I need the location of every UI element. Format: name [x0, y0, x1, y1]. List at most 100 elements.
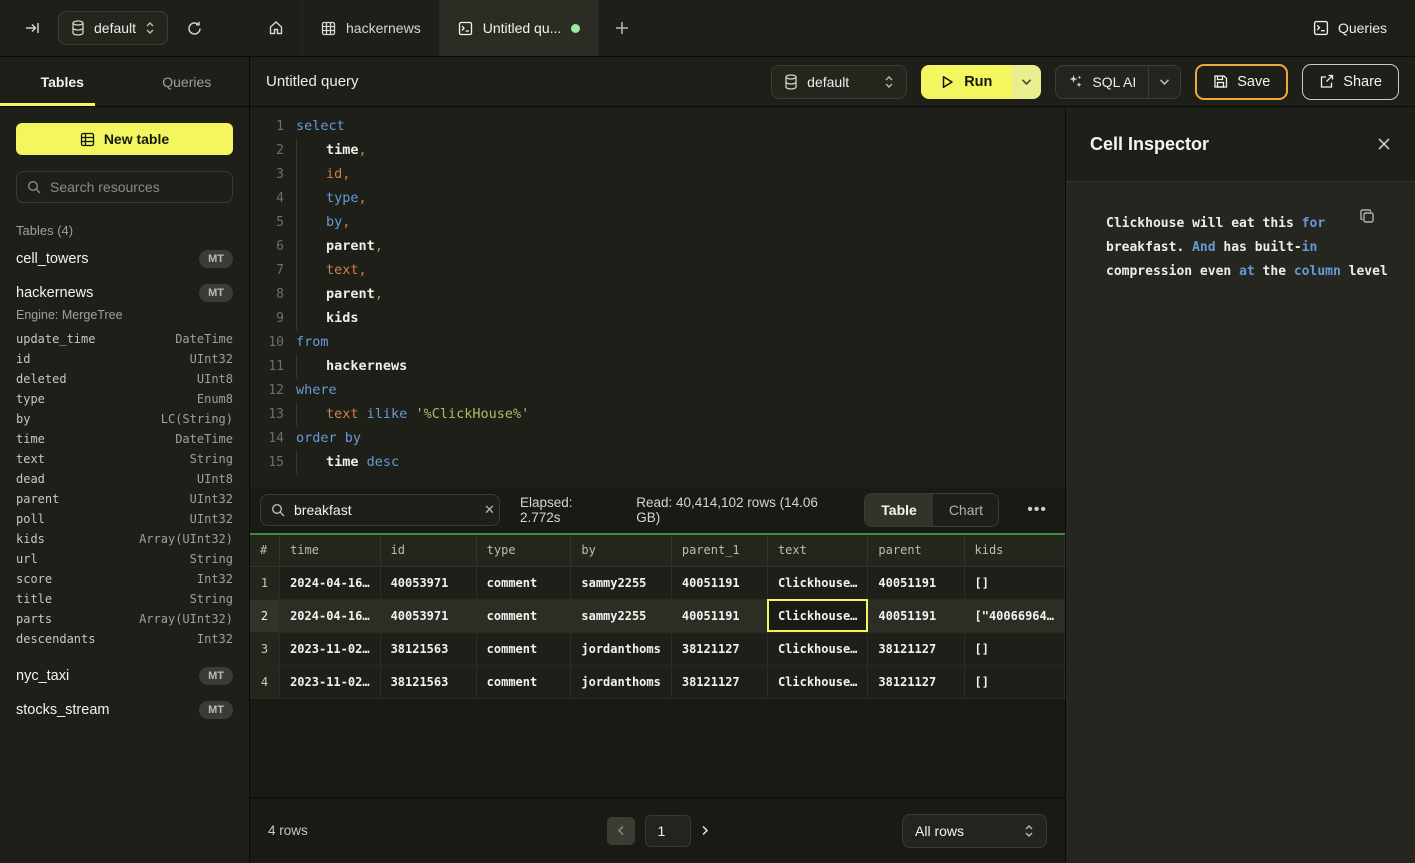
table-cell[interactable]: 38121127	[867, 632, 965, 666]
search-icon	[27, 180, 41, 194]
close-inspector-button[interactable]	[1377, 137, 1391, 151]
sql-editor[interactable]: 1 select 2 time, 3 id, 4 type, 5 by, 6 parent, 7 text…	[250, 107, 1065, 487]
column-header[interactable]: id	[380, 535, 477, 567]
view-table-button[interactable]: Table	[865, 494, 933, 526]
save-button[interactable]: Save	[1195, 63, 1289, 100]
results-more-button[interactable]: •••	[1019, 501, 1055, 519]
toolbar-database-select[interactable]: default	[771, 64, 908, 99]
table-cell[interactable]: 40051191	[671, 566, 768, 600]
table-cell[interactable]: 40053971	[380, 566, 477, 600]
table-cell[interactable]: 40051191	[671, 599, 768, 633]
column-header[interactable]: type	[476, 535, 572, 567]
sidebar-item-cell-towers[interactable]: cell_towers MT	[16, 242, 233, 276]
table-cell[interactable]: 40051191	[867, 566, 965, 600]
tab-hackernews[interactable]: hackernews	[303, 0, 440, 56]
view-chart-label: Chart	[948, 502, 984, 518]
table-name: hackernews	[16, 285, 94, 301]
sidebar-search[interactable]	[16, 171, 233, 203]
share-label: Share	[1343, 73, 1382, 90]
column-type: DateTime	[175, 332, 233, 346]
table-cell[interactable]: Clickhouse…	[767, 665, 869, 699]
table-cell[interactable]: 2024-04-16…	[279, 599, 381, 633]
table-cell[interactable]: []	[964, 665, 1065, 699]
table-cell[interactable]: []	[964, 566, 1065, 600]
table-cell[interactable]: jordanthoms	[570, 665, 672, 699]
chevron-updown-icon	[145, 21, 155, 35]
prev-page-button[interactable]	[606, 816, 635, 845]
run-button[interactable]: Run	[921, 64, 1013, 99]
sidebar: Tables Queries New table	[0, 57, 250, 863]
pagination	[606, 814, 709, 847]
sidebar-item-hackernews[interactable]: hackernews MT	[16, 276, 233, 310]
table-cell[interactable]: comment	[476, 665, 572, 699]
sidebar-tab-queries[interactable]: Queries	[125, 57, 250, 106]
topbar-database-select[interactable]: default	[58, 11, 169, 45]
tab-untitled-query[interactable]: Untitled qu...	[439, 0, 600, 56]
table-cell[interactable]: 2024-04-16…	[279, 566, 381, 600]
line-number: 10	[268, 334, 284, 350]
column-header[interactable]: parent_1	[671, 535, 768, 567]
new-tab-button[interactable]	[599, 0, 645, 56]
copy-cell-button[interactable]	[1359, 208, 1375, 224]
sidebar-search-input[interactable]	[50, 179, 222, 195]
sidebar-tab-tables[interactable]: Tables	[0, 57, 125, 106]
queries-button[interactable]: Queries	[1313, 20, 1387, 36]
column-header[interactable]: text	[767, 535, 869, 567]
line-number: 5	[276, 214, 284, 230]
table-cell[interactable]: 40051191	[867, 599, 965, 633]
table-cell[interactable]: sammy2255	[570, 599, 672, 633]
table-cell[interactable]: sammy2255	[570, 566, 672, 600]
clear-search-button[interactable]: ✕	[484, 502, 495, 517]
refresh-button[interactable]	[182, 16, 207, 41]
page-number-input[interactable]	[644, 814, 691, 847]
table-cell[interactable]: comment	[476, 599, 572, 633]
table-cell[interactable]: 40053971	[380, 599, 477, 633]
table-cell[interactable]: comment	[476, 566, 572, 600]
sidebar-item-stocks-stream[interactable]: stocks_stream MT	[16, 693, 233, 727]
table-cell[interactable]: Clickhouse…	[767, 632, 869, 666]
tab-home[interactable]	[250, 0, 303, 56]
sidebar-tabs: Tables Queries	[0, 57, 249, 107]
column-header[interactable]: #	[250, 535, 281, 567]
line-number: 14	[268, 430, 284, 446]
table-cell[interactable]: ["40066964…	[964, 599, 1065, 633]
results-search[interactable]: ✕	[260, 494, 500, 526]
line-number: 1	[276, 118, 284, 134]
sql-ai-button[interactable]: SQL AI	[1056, 74, 1148, 90]
collapse-sidebar-button[interactable]	[20, 16, 44, 40]
table-cell[interactable]: jordanthoms	[570, 632, 672, 666]
copy-icon	[1359, 208, 1375, 224]
results-table: # time id type by parent_1 text parent kids 1 2024…	[250, 535, 1065, 699]
new-table-button[interactable]: New table	[16, 123, 233, 155]
column-header[interactable]: kids	[964, 535, 1065, 567]
database-icon	[71, 20, 85, 36]
table-cell[interactable]: comment	[476, 632, 572, 666]
column-header[interactable]: by	[570, 535, 672, 567]
top-bar-left: default	[0, 0, 250, 56]
page-size-select[interactable]: All rows	[902, 813, 1047, 848]
chevron-down-icon	[1021, 78, 1032, 86]
top-bar: default hackernews	[0, 0, 1415, 57]
table-cell[interactable]: 38121563	[380, 665, 477, 699]
column-header[interactable]: time	[279, 535, 381, 567]
table-cell[interactable]: 2023-11-02…	[279, 632, 381, 666]
view-chart-button[interactable]: Chart	[932, 494, 999, 526]
table-cell[interactable]: 38121127	[671, 632, 768, 666]
sql-ai-options-button[interactable]	[1148, 65, 1180, 98]
results-search-input[interactable]	[294, 502, 475, 518]
table-cell[interactable]: Clickhouse…	[767, 599, 869, 633]
table-cell[interactable]: []	[964, 632, 1065, 666]
table-cell[interactable]: 38121127	[867, 665, 965, 699]
next-page-button[interactable]	[701, 825, 709, 836]
share-button[interactable]: Share	[1302, 63, 1399, 100]
table-cell[interactable]: 38121127	[671, 665, 768, 699]
sidebar-item-nyc-taxi[interactable]: nyc_taxi MT	[16, 659, 233, 693]
table-cell[interactable]: 2023-11-02…	[279, 665, 381, 699]
sidebar-tab-label: Queries	[162, 73, 212, 90]
refresh-icon	[186, 20, 203, 37]
column-header[interactable]: parent	[867, 535, 965, 567]
table-cell[interactable]: 38121563	[380, 632, 477, 666]
run-options-button[interactable]	[1012, 64, 1042, 99]
results-toolbar: ✕ Elapsed: 2.772s Read: 40,414,102 rows …	[250, 487, 1065, 533]
table-cell[interactable]: Clickhouse…	[767, 566, 869, 600]
